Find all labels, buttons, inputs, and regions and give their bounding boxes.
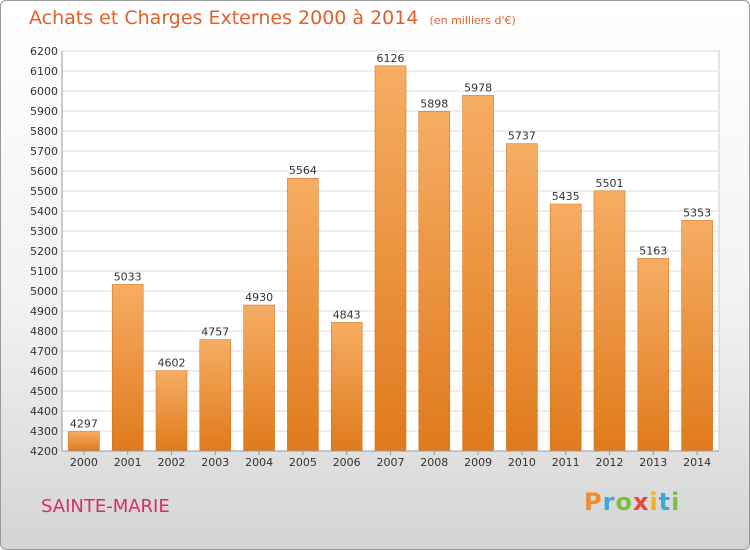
bar xyxy=(593,190,626,452)
y-tick-label: 5700 xyxy=(30,145,58,158)
x-tick-label: 2011 xyxy=(552,456,580,469)
y-tick-label: 4600 xyxy=(30,365,58,378)
value-label: 5435 xyxy=(552,190,580,203)
x-tick-label: 2000 xyxy=(70,456,98,469)
x-tick-label: 2003 xyxy=(201,456,229,469)
bar xyxy=(330,322,363,452)
value-label: 5353 xyxy=(683,206,711,219)
y-tick-label: 4800 xyxy=(30,325,58,338)
x-tick-label: 2002 xyxy=(158,456,186,469)
chart-title-text: Achats et Charges Externes 2000 à 2014 xyxy=(29,7,419,29)
y-tick-label: 6000 xyxy=(30,85,58,98)
y-tick-label: 4900 xyxy=(30,305,58,318)
y-tick-label: 5600 xyxy=(30,165,58,178)
value-label: 5737 xyxy=(508,130,536,143)
x-tick-label: 2013 xyxy=(639,456,667,469)
value-label: 5501 xyxy=(596,177,624,190)
x-tick-label: 2001 xyxy=(114,456,142,469)
value-label: 5978 xyxy=(464,81,492,94)
bar xyxy=(199,339,232,452)
value-label: 4843 xyxy=(333,308,361,321)
value-label: 5033 xyxy=(114,270,142,283)
bar xyxy=(243,304,275,452)
y-tick-label: 4700 xyxy=(30,345,58,358)
logo-letter: i xyxy=(671,488,681,516)
value-label: 4602 xyxy=(158,357,186,370)
y-tick-label: 4300 xyxy=(30,425,58,438)
y-tick-label: 5300 xyxy=(30,225,58,238)
bar xyxy=(155,370,188,452)
y-tick-label: 5000 xyxy=(30,285,58,298)
bar xyxy=(418,111,451,452)
y-tick-label: 5800 xyxy=(30,125,58,138)
value-label: 4930 xyxy=(245,291,273,304)
logo-letter: x xyxy=(632,488,650,516)
logo-letter: i xyxy=(649,488,659,516)
y-tick-label: 6100 xyxy=(30,65,58,78)
x-tick-label: 2008 xyxy=(420,456,448,469)
x-tick-label: 2014 xyxy=(683,456,711,469)
bar xyxy=(287,177,319,452)
bar xyxy=(374,65,407,452)
bar xyxy=(549,203,582,452)
y-tick-label: 5900 xyxy=(30,105,58,118)
x-tick-label: 2005 xyxy=(289,456,317,469)
logo-letter: P xyxy=(584,488,603,516)
x-tick-label: 2012 xyxy=(596,456,624,469)
logo-letter: t xyxy=(658,488,672,516)
x-tick-label: 2010 xyxy=(508,456,536,469)
value-label: 4757 xyxy=(201,326,229,339)
y-tick-label: 4500 xyxy=(30,385,58,398)
value-label: 5898 xyxy=(420,97,448,110)
bar xyxy=(506,143,538,452)
bar xyxy=(111,284,144,452)
value-label: 4297 xyxy=(70,418,98,431)
x-tick-label: 2004 xyxy=(245,456,273,469)
city-name: SAINTE-MARIE xyxy=(41,496,170,517)
y-tick-label: 6200 xyxy=(30,45,58,58)
logo-letter: r xyxy=(602,488,616,516)
x-tick-label: 2006 xyxy=(333,456,361,469)
y-tick-label: 4400 xyxy=(30,405,58,418)
y-tick-label: 5100 xyxy=(30,265,58,278)
y-tick-label: 4200 xyxy=(30,445,58,458)
bar xyxy=(637,258,670,452)
proxiti-logo: Proxiti xyxy=(584,488,680,516)
chart-unit: (en milliers d'€) xyxy=(429,14,516,27)
value-label: 5564 xyxy=(289,164,317,177)
bar xyxy=(68,431,100,452)
x-tick-label: 2007 xyxy=(377,456,405,469)
value-label: 6126 xyxy=(377,52,405,65)
bar xyxy=(681,220,713,452)
y-tick-label: 5200 xyxy=(30,245,58,258)
chart-title: Achats et Charges Externes 2000 à 2014 (… xyxy=(29,7,516,29)
value-label: 5163 xyxy=(639,244,667,257)
x-tick-label: 2009 xyxy=(464,456,492,469)
logo-letter: o xyxy=(615,488,633,516)
bar xyxy=(462,95,494,452)
y-tick-label: 5500 xyxy=(30,185,58,198)
y-tick-label: 5400 xyxy=(30,205,58,218)
